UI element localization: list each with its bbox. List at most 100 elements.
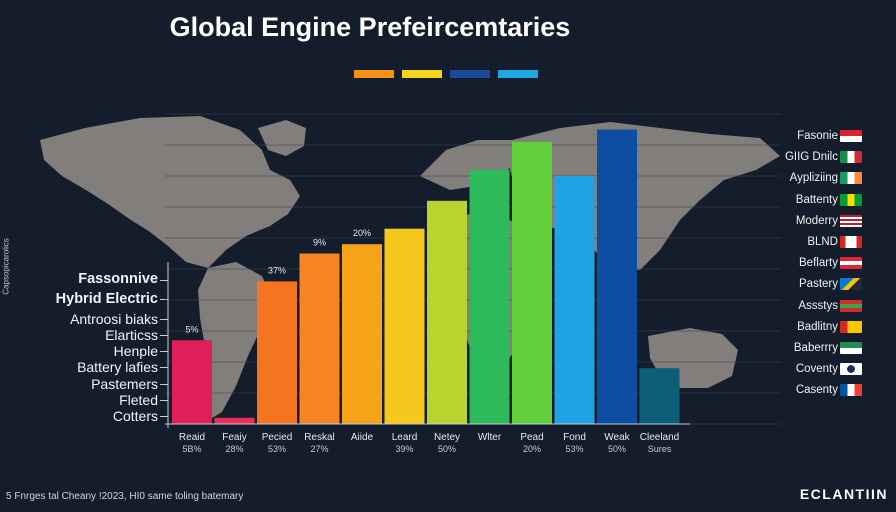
legend	[354, 70, 538, 78]
flag-icon	[840, 151, 862, 164]
axis-tick	[160, 400, 168, 401]
left-label: Cotters	[112, 408, 158, 424]
flag-icon	[840, 342, 862, 354]
flag-icon	[840, 257, 862, 270]
country-legend-label: GIIG Dnilc	[784, 151, 838, 164]
x-tick-sublabel: 50%	[438, 444, 456, 454]
country-legend-label: Beflarty	[799, 257, 838, 270]
flag-icon	[840, 299, 862, 312]
country-legend-label: Moderry	[795, 214, 838, 227]
north-america-shape	[40, 116, 300, 268]
axis-tick	[160, 351, 168, 352]
x-tick-sublabel: Sures	[648, 444, 672, 454]
left-label: Battery lafies	[77, 359, 158, 375]
bar	[214, 417, 255, 424]
x-tick-sublabel: 28%	[225, 444, 243, 454]
x-tick-sublabel: 39%	[395, 444, 413, 454]
left-label: Fassonnive	[78, 271, 158, 287]
x-tick-label: Leard	[392, 432, 418, 443]
country-legend-row: Beflarty	[778, 255, 888, 271]
country-legend-label: Assstys	[798, 299, 838, 312]
flag-icon	[840, 236, 862, 248]
bar	[257, 281, 297, 424]
bar	[427, 200, 467, 424]
south-america-shape	[198, 262, 272, 418]
flag-icon	[840, 320, 862, 333]
country-legend-row: Pastery	[778, 276, 888, 292]
country-legend-row: Baberrry	[778, 340, 888, 356]
country-legend-label: Baberrry	[793, 342, 838, 354]
country-legend-row: Casenty	[778, 382, 888, 398]
axis-tick	[160, 335, 168, 336]
axis-tick	[160, 384, 168, 385]
flag-icon	[840, 363, 862, 376]
country-legend-row: Battenty	[778, 192, 888, 208]
left-label: Antroosi biaks	[70, 311, 158, 327]
axis-tick	[160, 319, 168, 320]
data-label: 5%	[185, 324, 198, 334]
bar	[384, 228, 425, 424]
left-label: Henple	[113, 343, 158, 359]
x-tick-label: Pead	[520, 432, 543, 443]
x-tick-sublabel: 5B%	[182, 444, 201, 454]
legend-swatch-navy	[450, 70, 490, 78]
axis-tick	[160, 299, 168, 300]
legend-swatch-yellow	[402, 70, 442, 78]
country-legend-label: Pastery	[799, 278, 838, 291]
x-tick-label: Cleeland	[640, 432, 679, 443]
country-legend-row: Moderry	[778, 213, 888, 229]
country-legend-label: Fasonie	[797, 130, 838, 142]
bar	[342, 244, 382, 424]
axis-tick	[160, 280, 168, 281]
x-tick-sublabel: 20%	[523, 444, 541, 454]
country-legend-label: Coventy	[795, 363, 838, 376]
flag-icon	[840, 193, 862, 206]
x-tick-sublabel: 50%	[608, 444, 626, 454]
x-tick-label: Weak	[604, 432, 630, 443]
x-tick-label: Pecied	[262, 432, 293, 443]
left-label: Elarticss	[105, 327, 158, 343]
footer-note: 5 Fnrges tal Cheany !2023, HI0 same toli…	[6, 491, 244, 502]
flag-icon	[840, 278, 862, 291]
bar	[512, 141, 552, 424]
country-legend-label: Badlitny	[797, 320, 838, 333]
x-tick-label: Fond	[563, 432, 586, 443]
x-tick-sublabel: 53%	[565, 444, 583, 454]
left-label: Fleted	[119, 392, 158, 408]
country-legend-row: BLND	[778, 234, 888, 250]
bar	[299, 253, 340, 424]
country-legend-label: Aypliziing	[789, 172, 838, 185]
bar	[554, 176, 595, 424]
x-tick-label: Wlter	[478, 432, 502, 443]
data-label: 20%	[353, 228, 371, 238]
left-label: Hybrid Electric	[55, 291, 158, 307]
data-label: 37%	[268, 265, 286, 275]
flag-icon	[840, 130, 862, 142]
x-tick-label: Reskal	[304, 432, 335, 443]
legend-swatch-blue	[498, 70, 538, 78]
country-legend-row: Aypliziing	[778, 170, 888, 186]
x-tick-label: Aiide	[351, 432, 374, 443]
left-label: Pastemers	[91, 376, 158, 392]
legend-swatch-orange	[354, 70, 394, 78]
brand-logo: ECLANTIIN	[799, 486, 888, 502]
flag-icon	[840, 214, 862, 227]
axis-tick	[160, 416, 168, 417]
bar	[172, 340, 212, 424]
data-label: 9%	[313, 238, 326, 248]
x-tick-sublabel: 27%	[310, 444, 328, 454]
country-legend-row: Assstys	[778, 298, 888, 314]
country-legend-row: Badlitny	[778, 319, 888, 335]
bar	[469, 169, 510, 424]
country-legend-row: Coventy	[778, 361, 888, 377]
flag-icon	[840, 384, 862, 397]
greenland-shape	[258, 120, 306, 156]
country-legend-row: GIIG Dnilc	[778, 149, 888, 165]
x-tick-label: Reaid	[179, 432, 205, 443]
bar	[597, 129, 637, 424]
x-tick-label: Netey	[434, 432, 460, 443]
bar	[639, 368, 680, 424]
country-legend-label: Battenty	[795, 193, 838, 206]
axis-tick	[160, 367, 168, 368]
